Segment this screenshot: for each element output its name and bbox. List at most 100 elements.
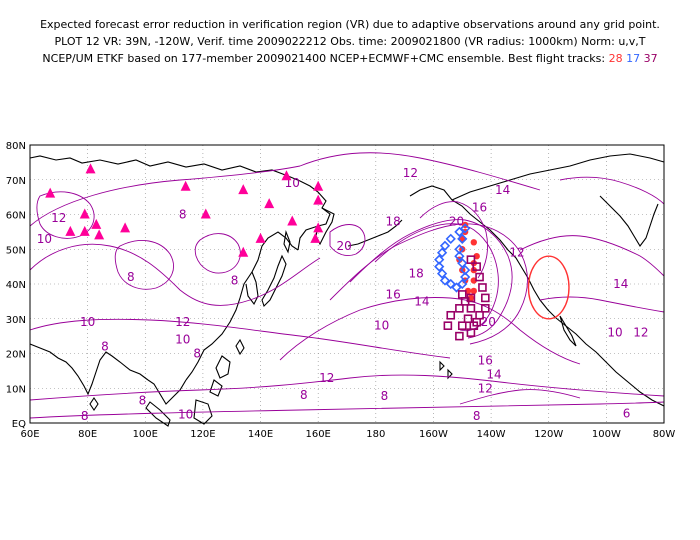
observation-triangle [85,163,96,174]
contour-label: 10 [37,232,52,246]
lon-axis-labels: 60E 80E 100E 120E 140E 160E 180 160W 140W 120W 100… [20,429,675,440]
contour-line [419,201,489,279]
contour-line [539,296,665,313]
coastline-hudson-bay [599,195,659,247]
lon-label: 100E [133,429,158,440]
track-blue-point [451,282,462,293]
lon-label: 140E [248,429,273,440]
coastline-baja [559,315,577,347]
coastline-aleutians [347,219,403,247]
contour-label: 12 [478,381,493,395]
track-purple-point [455,331,464,341]
coastline-sakhalin [283,229,291,254]
track-purple-point [455,304,464,313]
contour-label: 6 [623,406,631,420]
title-block: Expected forecast error reduction in ver… [0,16,700,67]
coastline-sumatra [145,401,171,427]
observation-triangle [313,180,324,191]
track-purple-point [443,321,453,331]
contour-label: 16 [478,353,493,367]
lat-label: 30N [6,315,26,326]
contour-label: 12 [51,211,66,225]
contour-line [279,297,581,365]
contour-label: 10 [178,407,193,421]
contour-label: 20 [336,239,351,253]
track-purple-point [481,304,490,313]
coastline-japan [261,254,287,308]
track-blue-point [445,233,456,244]
track-blue-point [436,268,448,279]
track-red-point [470,287,477,295]
observation-triangle [281,170,292,181]
track-purple-point [481,293,490,303]
observation-triangle [238,246,249,257]
contour-line [374,223,499,332]
title-line-2: PLOT 12 VR: 39N, -120W, Verif. time 2009… [54,35,646,48]
observation-triangle [94,229,105,240]
observation-triangle [65,225,76,236]
map-grid [30,145,664,423]
coastlines [29,153,665,427]
contour-lines [29,152,665,419]
contour-line [519,235,665,277]
track-blue-point [445,278,456,290]
coastline-philippines [209,355,231,397]
track-blue-point [439,275,451,286]
contour-label: 16 [472,201,487,215]
contour-label: 18 [385,214,400,228]
coastline-sri-lanka [89,397,99,411]
contour-label: 8 [101,340,109,354]
track-blue-point [454,251,465,262]
track-blue-point [436,247,448,258]
lat-label: 80N [6,141,26,152]
track-purple-point [463,314,473,324]
title-line-3: NCEP/UM ETKF based on 177-member 2009021… [0,50,700,67]
track-blue-point [460,223,471,234]
coastline-indochina [147,379,187,405]
observation-triangle [120,222,131,233]
lat-label: 40N [6,280,26,291]
contour-label: 14 [613,277,628,291]
contour-line [29,318,451,359]
contour-label: 12 [509,246,524,260]
lat-label: EQ [12,419,26,430]
track-purple-point [457,321,467,331]
track-purple-point [478,283,487,292]
track-count-blue: 17 [626,52,641,65]
track-blue-point [457,233,468,244]
track-purple-point [466,304,476,313]
track-count-purple: 37 [643,52,658,65]
track-purple-point [472,262,481,271]
contour-label: 12 [633,326,648,340]
track-purple-point [475,272,484,282]
contour-line [29,374,665,401]
observation-triangle [287,215,298,226]
track-blue-point [454,226,465,238]
track-blue-point [434,261,445,272]
lon-label: 120E [190,429,215,440]
coastline-north-america-arctic [451,153,665,201]
track-blue-point [454,244,465,255]
contour-label: 8 [381,389,389,403]
contour-line [459,389,581,405]
track-purple-point [466,328,476,337]
contour-label: 10 [80,315,95,329]
lon-label: 60E [20,429,39,440]
observation-triangle [45,187,56,198]
lon-label: 140W [477,429,506,440]
observation-triangle [313,222,324,233]
contour-line [29,243,321,306]
track-purple-point [446,310,456,320]
contour-label: 20 [481,315,496,329]
contour-line [329,223,528,345]
lon-label: 80E [78,429,97,440]
contour-label: 12 [403,166,418,180]
coastline-east-asia [185,231,299,381]
contour-line [114,239,174,290]
contour-label: 8 [127,270,135,284]
lat-axis-labels: 80N 70N 60N 50N 40N 30N 20N 10N EQ [6,141,26,430]
track-blue-point [457,278,468,290]
contour-label: 10 [175,333,190,347]
contour-label: 12 [175,315,190,329]
verification-region-circle [527,255,570,320]
